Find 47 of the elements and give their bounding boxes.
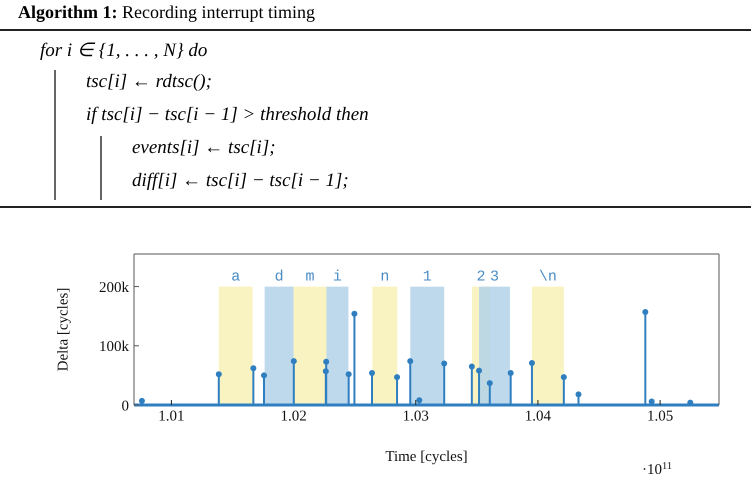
band-label: i bbox=[332, 268, 342, 286]
point bbox=[476, 368, 482, 374]
text: diff[i] ← tsc[i] − tsc[i − 1]; bbox=[132, 170, 349, 192]
point bbox=[528, 360, 535, 366]
y-tick-label: 100k bbox=[99, 339, 130, 356]
point bbox=[346, 371, 352, 378]
band-label: d bbox=[274, 268, 284, 286]
x-axis-title: Time [cycles] bbox=[385, 449, 468, 465]
point bbox=[416, 397, 422, 404]
point bbox=[138, 398, 145, 404]
band-label: m bbox=[305, 268, 315, 286]
point bbox=[290, 358, 297, 364]
x-tick-label: 1.02 bbox=[280, 408, 307, 425]
text: ·10$^{11}$ bbox=[642, 460, 672, 478]
point bbox=[468, 364, 475, 370]
text: Algorithm 1: Recording interrupt timing bbox=[18, 2, 315, 23]
text: if tsc[i] − tsc[i − 1] > threshold then bbox=[86, 104, 369, 126]
x-tick-label: 1.01 bbox=[158, 408, 185, 425]
point bbox=[216, 371, 222, 378]
y-axis-title: Delta [cycles] bbox=[55, 288, 72, 372]
point bbox=[560, 374, 567, 380]
point bbox=[575, 391, 582, 398]
band-label: 3 bbox=[490, 268, 499, 286]
point bbox=[261, 372, 267, 378]
y-tick-label: 200k bbox=[99, 280, 130, 296]
band-label: 2 bbox=[476, 268, 486, 286]
text: for i ∈ {1, . . . , N} do bbox=[40, 39, 208, 62]
point bbox=[394, 374, 400, 380]
x-tick-label: 1.05 bbox=[646, 408, 674, 425]
band-label: n bbox=[380, 268, 390, 286]
point bbox=[486, 380, 493, 386]
point bbox=[369, 370, 376, 376]
text: events[i] ← tsc[i]; bbox=[132, 137, 276, 159]
x-tick-label: 1.04 bbox=[524, 408, 552, 425]
band-label: a bbox=[231, 268, 240, 286]
point bbox=[441, 360, 448, 367]
point bbox=[407, 358, 414, 364]
point bbox=[642, 309, 648, 316]
band-label: \n bbox=[538, 268, 557, 286]
point bbox=[250, 365, 256, 372]
text: tsc[i] ← rdtsc(); bbox=[86, 71, 212, 93]
y-tick-label: 0 bbox=[122, 398, 129, 414]
point bbox=[508, 370, 514, 376]
band-label: 1 bbox=[422, 268, 432, 286]
point bbox=[351, 310, 358, 317]
x-tick-label: 1.03 bbox=[402, 408, 429, 425]
point bbox=[323, 358, 330, 365]
